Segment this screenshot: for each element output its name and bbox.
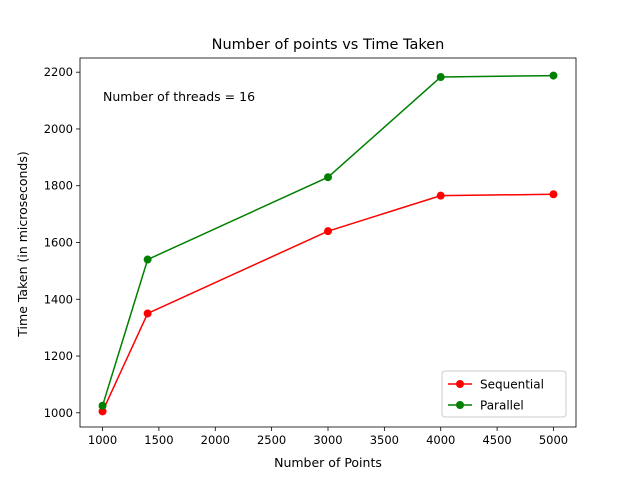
y-tick-label: 1800 [44, 179, 73, 193]
threads-annotation: Number of threads = 16 [103, 89, 255, 104]
x-tick-label: 4000 [426, 433, 455, 447]
data-point-sequential [436, 191, 445, 200]
x-tick-label: 1500 [144, 433, 173, 447]
data-point-parallel [143, 255, 152, 264]
x-tick-label: 3000 [313, 433, 342, 447]
data-point-parallel [436, 73, 445, 82]
x-tick-label: 1000 [88, 433, 117, 447]
y-tick-label: 1600 [44, 236, 73, 250]
data-point-parallel [324, 173, 332, 182]
y-tick-label: 1200 [44, 349, 73, 363]
data-point-sequential [143, 309, 152, 318]
data-point-sequential [549, 190, 558, 199]
x-tick-label: 5000 [539, 433, 568, 447]
legend-marker-sequential [456, 380, 464, 388]
data-point-parallel [549, 71, 558, 80]
x-tick-label: 2000 [201, 433, 230, 447]
y-tick-label: 2200 [44, 65, 73, 79]
y-tick-label: 2000 [44, 122, 73, 136]
plot-layer: 1000 1500 2000 2500 3000 3500 4000 4500 5000 1000… [44, 57, 577, 447]
data-point-sequential [324, 227, 332, 236]
legend-label-sequential: Sequential [480, 378, 544, 392]
x-tick-label: 3500 [370, 433, 399, 447]
plot-frame [79, 57, 577, 428]
x-tick-label: 4500 [482, 433, 511, 447]
y-axis-label: Time Taken (in microseconds) [15, 151, 30, 337]
legend-marker-parallel [456, 401, 464, 409]
data-point-parallel [98, 401, 107, 410]
x-axis-label: Number of Points [274, 455, 382, 470]
legend-box [441, 370, 567, 418]
chart-title: Number of points vs Time Taken [212, 37, 445, 53]
y-tick-label: 1000 [44, 406, 73, 420]
data-point-sequential [98, 407, 107, 416]
y-tick-label: 1400 [44, 292, 73, 306]
x-tick-label: 2500 [257, 433, 286, 447]
legend-label-parallel: Parallel [480, 399, 524, 413]
